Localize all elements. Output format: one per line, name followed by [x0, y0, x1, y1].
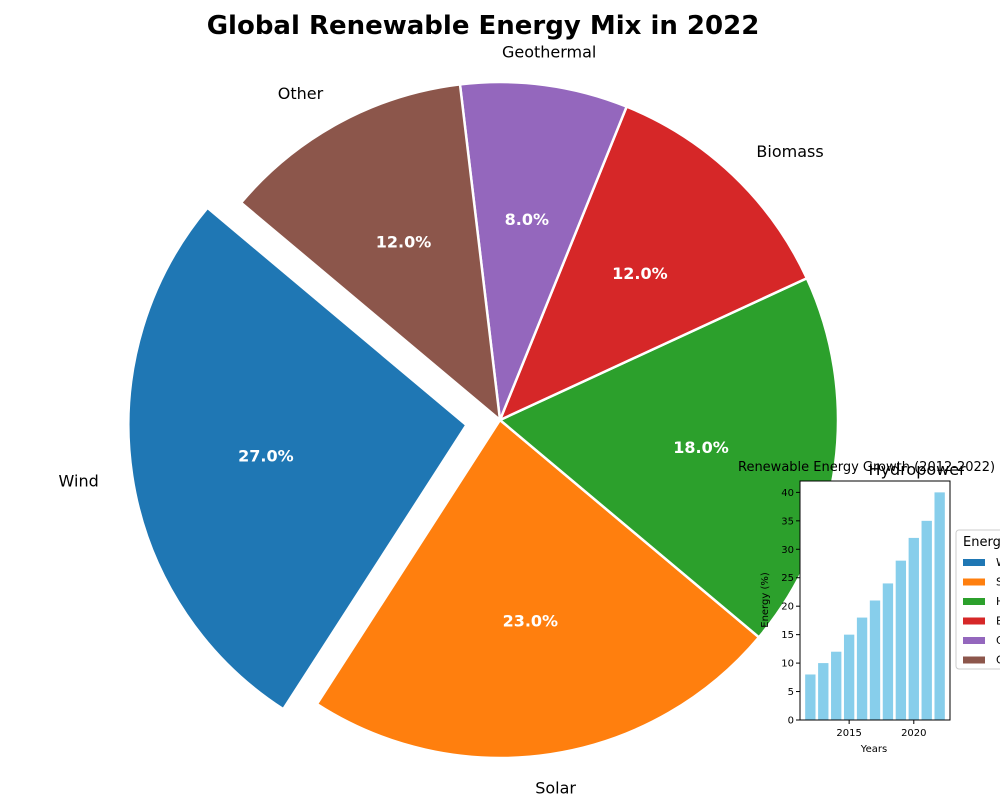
x-tick-label-2020: 2020 [901, 728, 926, 739]
inset-x-axis-label: Years [860, 744, 887, 755]
inset-frame [799, 480, 951, 721]
pie-pct-label-geothermal: 8.0% [505, 210, 549, 229]
pie-title: Global Renewable Energy Mix in 2022 [207, 11, 760, 41]
bar-2019 [895, 560, 907, 720]
inset-bar-chart: Renewable Energy Growth (2012-2022) Year… [738, 460, 995, 755]
pie-category-label-geothermal: Geothermal [502, 42, 596, 61]
pie-slice-other [239, 83, 502, 422]
y-tick-label-10: 10 [781, 659, 794, 670]
y-tick-label-0: 0 [788, 716, 794, 727]
bar-2020 [908, 537, 919, 720]
legend-entry-4: G [996, 634, 1000, 647]
pie-slice-biomass [498, 105, 809, 422]
bar-2022 [934, 492, 945, 720]
pie-category-label-solar: Solar [535, 779, 576, 798]
y-tick-label-40: 40 [781, 488, 794, 499]
y-tick-label-30: 30 [781, 545, 794, 556]
inset-title: Renewable Energy Growth (2012-2022) [738, 460, 995, 475]
bar-2014 [831, 651, 842, 720]
bar-2017 [869, 600, 881, 720]
y-tick-label-15: 15 [781, 630, 794, 641]
legend-swatch-1 [963, 578, 985, 586]
x-tick-label-2015: 2015 [836, 728, 861, 739]
legend-entry-1: S [996, 576, 1000, 589]
bar-2012 [805, 674, 816, 720]
legend-swatch-0 [963, 559, 985, 566]
legend-swatch-5 [963, 656, 985, 664]
legend-entry-2: H [996, 595, 1000, 608]
legend: Energ WSHBGO [955, 529, 1000, 670]
y-tick-label-25: 25 [781, 573, 794, 584]
bar-2013 [818, 663, 829, 720]
pie-pct-label-other: 12.0% [376, 233, 432, 252]
legend-swatch-4 [963, 637, 985, 644]
legend-entry-3: B [996, 615, 1000, 628]
bar-2016 [856, 617, 868, 720]
pie-category-label-hydropower: Hydropower [869, 460, 967, 479]
pie-pct-label-solar: 23.0% [503, 612, 559, 631]
pie-pct-label-wind: 27.0% [238, 446, 294, 465]
pie-pct-label-biomass: 12.0% [612, 264, 668, 283]
pie-chart: 27.0% Wind 23.0% Solar 18.0% Hydropower 12.0% B… [59, 42, 967, 797]
bar-2021 [921, 520, 932, 720]
inset-y-axis-label: Energy (%) [760, 572, 771, 628]
y-tick-label-35: 35 [781, 516, 794, 527]
y-tick-label-20: 20 [781, 602, 794, 613]
legend-swatch-3 [963, 617, 985, 625]
pie-slice-hydropower [498, 276, 840, 639]
pie-category-label-biomass: Biomass [756, 142, 823, 161]
legend-title: Energ [963, 535, 1000, 550]
bar-2018 [882, 583, 894, 720]
pie-category-label-other: Other [278, 84, 324, 103]
pie-slice-wind [127, 206, 468, 711]
pie-slice-geothermal [458, 80, 628, 422]
legend-entry-5: O [996, 654, 1000, 667]
pie-pct-label-hydropower: 18.0% [673, 438, 729, 457]
pie-category-label-wind: Wind [59, 472, 99, 491]
bar-2015 [843, 634, 855, 720]
legend-entry-0: W [996, 556, 1000, 569]
y-tick-label-5: 5 [788, 687, 794, 698]
legend-swatch-2 [963, 598, 985, 605]
pie-slice-solar [315, 418, 761, 760]
